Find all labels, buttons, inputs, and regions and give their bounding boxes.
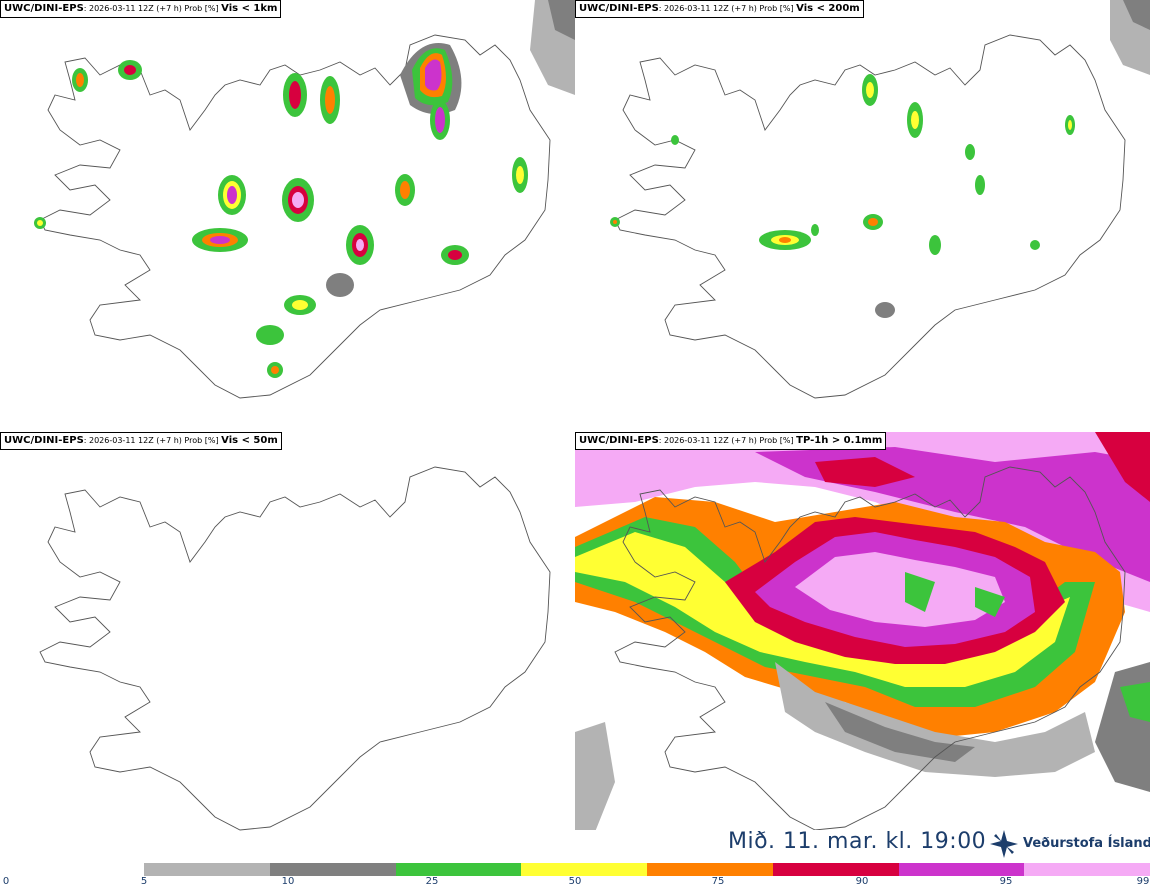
valid-time: Mið. 11. mar. kl. 19:00 — [728, 829, 987, 854]
map-panel-vis-1km: UWC/DINI-EPS: 2026-03-11 12Z (+7 h) Prob… — [0, 0, 575, 430]
variable-label: TP-1h > 0.1mm — [796, 435, 883, 446]
map-panel-vis-50m: UWC/DINI-EPS: 2026-03-11 12Z (+7 h) Prob… — [0, 432, 575, 862]
colorbar-tick-label: 99 — [1136, 876, 1150, 887]
run-meta: : 2026-03-11 12Z (+7 h) Prob [%] — [658, 436, 797, 445]
colorbar-tick-label: 0 — [2, 876, 10, 887]
map-panel-vis-200m: UWC/DINI-EPS: 2026-03-11 12Z (+7 h) Prob… — [575, 0, 1150, 430]
model-name: UWC/DINI-EPS — [579, 3, 659, 14]
colorbar-segment — [1024, 863, 1150, 876]
run-meta: : 2026-03-11 12Z (+7 h) Prob [%] — [83, 4, 222, 13]
colorbar-tick-label: 50 — [568, 876, 582, 887]
map-vis-1km — [34, 0, 575, 399]
map-panel-tp-1h: UWC/DINI-EPS: 2026-03-11 12Z (+7 h) Prob… — [575, 432, 1150, 830]
colorbar-tick-label: 75 — [711, 876, 725, 887]
colorbar-segment — [898, 863, 1025, 876]
vedurstofa-logo-icon — [990, 830, 1018, 858]
run-meta: : 2026-03-11 12Z (+7 h) Prob [%] — [83, 436, 222, 445]
colorbar-segment — [269, 863, 396, 876]
colorbar-segment — [772, 863, 899, 876]
model-name: UWC/DINI-EPS — [4, 435, 84, 446]
colorbar-tick-label: 90 — [855, 876, 869, 887]
logo-text: Veðurstofa Íslands — [1023, 836, 1150, 851]
variable-label: Vis < 200m — [796, 3, 860, 14]
colorbar-tick-label: 10 — [281, 876, 295, 887]
colorbar-segment — [144, 863, 270, 876]
colorbar-tick-label: 5 — [140, 876, 148, 887]
colorbar-segment — [647, 863, 773, 876]
variable-label: Vis < 1km — [221, 3, 278, 14]
colorbar — [144, 863, 1150, 876]
panel-title: UWC/DINI-EPS: 2026-03-11 12Z (+7 h) Prob… — [575, 432, 887, 450]
map-vis-200m — [610, 0, 1150, 399]
model-name: UWC/DINI-EPS — [579, 435, 659, 446]
panel-title: UWC/DINI-EPS: 2026-03-11 12Z (+7 h) Prob… — [0, 432, 282, 450]
colorbar-segment — [395, 863, 522, 876]
model-name: UWC/DINI-EPS — [4, 3, 84, 14]
panel-title: UWC/DINI-EPS: 2026-03-11 12Z (+7 h) Prob… — [0, 0, 282, 18]
colorbar-tick-label: 95 — [999, 876, 1013, 887]
variable-label: Vis < 50m — [221, 435, 278, 446]
map-tp-1h — [575, 432, 1150, 830]
run-meta: : 2026-03-11 12Z (+7 h) Prob [%] — [658, 4, 797, 13]
map-vis-50m — [39, 466, 551, 831]
colorbar-tick-label: 25 — [425, 876, 439, 887]
colorbar-segment — [521, 863, 647, 876]
panel-title: UWC/DINI-EPS: 2026-03-11 12Z (+7 h) Prob… — [575, 0, 864, 18]
